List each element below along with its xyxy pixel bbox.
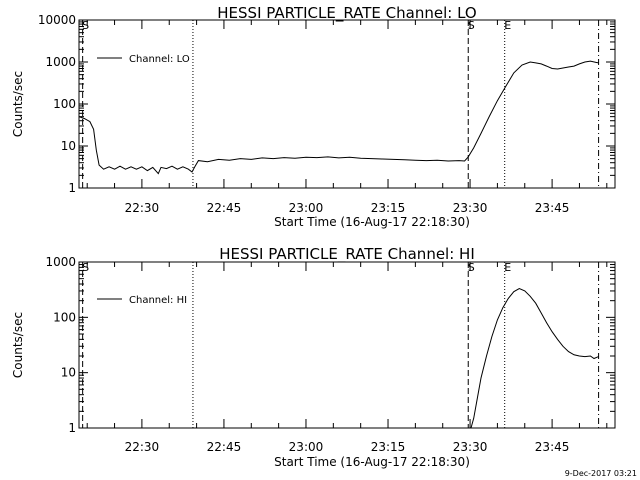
series-line <box>470 288 599 429</box>
event-marker-label: S <box>468 261 475 274</box>
chart-title: HESSI PARTICLE_RATE Channel: HI <box>219 245 475 264</box>
event-marker-label: S <box>82 19 89 32</box>
date-stamp: 9-Dec-2017 03:21 <box>565 469 637 478</box>
chart-title: HESSI PARTICLE_RATE Channel: LO <box>217 4 476 23</box>
y-tick-label: 100 <box>53 97 76 111</box>
y-tick-label: 100 <box>53 310 76 324</box>
x-axis-label: Start Time (16-Aug-17 22:18:30) <box>274 215 470 229</box>
series-line <box>78 60 599 175</box>
x-tick-label: 23:15 <box>371 440 406 454</box>
chart-panel-lo: HESSI PARTICLE_RATE Channel: LO 1 10 100 100… <box>11 4 616 229</box>
x-tick-label: 23:30 <box>453 440 488 454</box>
x-tick-label: 23:00 <box>289 201 324 215</box>
y-tick-label: 1000 <box>45 255 76 269</box>
x-tick-label: 22:30 <box>125 440 160 454</box>
y-tick-label: 10 <box>61 139 76 153</box>
y-axis-label: Counts/sec <box>11 71 25 137</box>
legend-label: Channel: HI <box>129 295 187 306</box>
plot-frame <box>78 19 616 189</box>
x-tick-label: 23:00 <box>289 440 324 454</box>
chart-panel-hi: HESSI PARTICLE_RATE Channel: HI 1 10 100 100… <box>11 245 616 469</box>
y-tick-label: 10000 <box>38 13 76 27</box>
x-tick-label: 23:15 <box>371 201 406 215</box>
y-tick-label: 1000 <box>45 55 76 69</box>
event-marker-label: E <box>504 19 511 32</box>
x-tick-label: 22:45 <box>207 201 242 215</box>
y-tick-label: 1 <box>68 421 76 435</box>
x-tick-label: 22:30 <box>125 201 160 215</box>
x-tick-label: 22:45 <box>207 440 242 454</box>
x-tick-label: 23:30 <box>453 201 488 215</box>
legend-label: Channel: LO <box>129 54 190 65</box>
x-axis-label: Start Time (16-Aug-17 22:18:30) <box>274 455 470 469</box>
event-marker-label: E <box>504 261 511 274</box>
event-marker-label: S <box>468 19 475 32</box>
y-axis-label: Counts/sec <box>11 312 25 378</box>
y-tick-label: 1 <box>68 181 76 195</box>
x-tick-label: 23:45 <box>535 440 570 454</box>
event-marker-label: S <box>82 261 89 274</box>
y-tick-label: 10 <box>61 366 76 380</box>
plot-frame <box>78 261 616 429</box>
x-tick-label: 23:45 <box>535 201 570 215</box>
